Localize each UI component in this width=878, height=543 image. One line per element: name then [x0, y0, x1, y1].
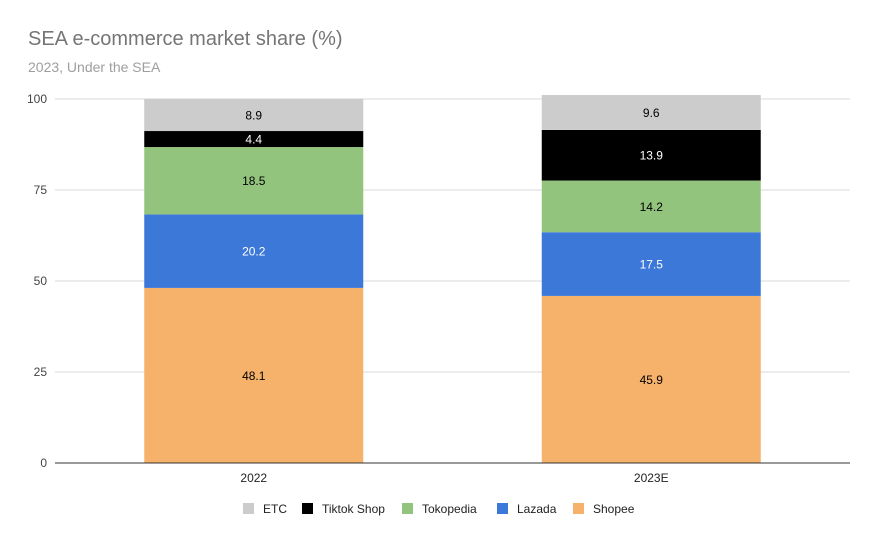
data-label: 17.5 [640, 258, 664, 272]
bar-segment [144, 287, 364, 463]
data-label: 45.9 [640, 373, 664, 387]
bar-segment [144, 131, 364, 148]
data-label: 13.9 [640, 149, 664, 163]
legend-label: ETC [263, 502, 287, 516]
y-tick-label: 75 [34, 183, 48, 197]
data-label: 18.5 [242, 174, 266, 188]
legend-label: Shopee [593, 502, 635, 516]
data-label: 48.1 [242, 369, 266, 383]
y-tick-label: 25 [34, 365, 48, 379]
x-tick-label: 2023E [634, 471, 669, 485]
data-label: 4.4 [245, 133, 262, 147]
bar-segment [541, 180, 761, 233]
bar-segment [541, 232, 761, 296]
legend-swatch [573, 503, 584, 514]
bar-segment [144, 214, 364, 288]
y-tick-label: 50 [34, 274, 48, 288]
chart-subtitle: 2023, Under the SEA [28, 59, 161, 75]
legend-swatch [497, 503, 508, 514]
legend-swatch [302, 503, 313, 514]
legend-label: Tokopedia [422, 502, 477, 516]
bar-segment [144, 98, 364, 132]
legend-label: Tiktok Shop [322, 502, 385, 516]
bar-segment [541, 129, 761, 181]
x-tick-label: 2022 [240, 471, 267, 485]
y-tick-label: 0 [40, 456, 47, 470]
data-label: 20.2 [242, 245, 266, 259]
bar-segment [541, 295, 761, 463]
legend-swatch [402, 503, 413, 514]
legend-label: Lazada [517, 502, 557, 516]
chart-title: SEA e-commerce market share (%) [28, 28, 343, 50]
legend-swatch [243, 503, 254, 514]
bar-segment [541, 94, 761, 130]
data-label: 9.6 [643, 106, 660, 120]
data-label: 8.9 [245, 108, 262, 122]
bar-segment [144, 147, 364, 215]
y-tick-label: 100 [27, 92, 47, 106]
data-label: 14.2 [640, 200, 664, 214]
